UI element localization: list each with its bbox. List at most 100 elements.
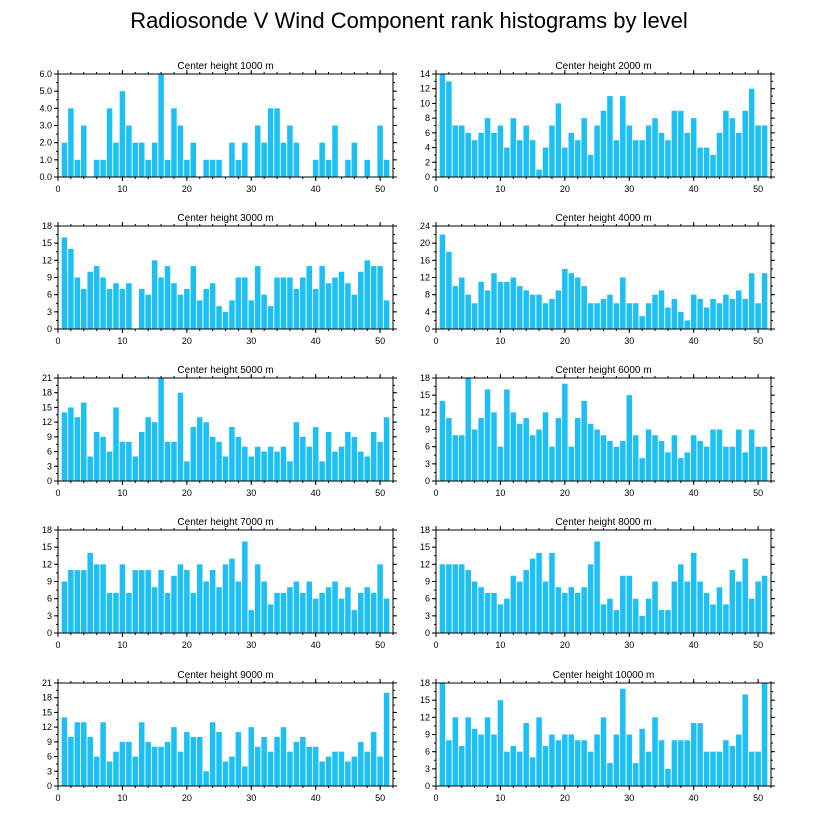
y-tick-label: 0 [47,781,52,791]
bar [274,108,280,177]
bar [504,598,510,633]
bar [351,756,358,786]
y-tick-label: 8 [425,113,430,123]
x-tick-label: 50 [753,640,763,650]
bar [345,761,351,786]
x-tick-label: 50 [375,336,385,346]
x-tick-label: 30 [246,488,256,498]
bar [184,288,190,329]
x-tick-label: 10 [495,184,505,194]
bar [216,587,222,633]
bar [446,81,452,177]
bar [87,736,93,786]
bar [607,96,613,177]
bar [452,564,459,633]
bar [306,746,313,786]
bar [690,435,697,481]
bar [684,581,691,633]
bar [300,592,306,633]
x-tick-label: 10 [117,640,127,650]
y-tick-label: 9 [47,432,52,442]
bar [742,694,748,786]
x-tick-label: 20 [560,793,570,803]
x-tick-label: 40 [689,640,699,650]
bar [254,125,261,177]
bar [613,303,620,329]
bar [93,564,100,633]
bar [261,294,267,329]
y-tick-label: 15 [420,390,430,400]
x-tick-label: 0 [433,640,438,650]
x-tick-label: 10 [117,793,127,803]
bar [358,741,364,786]
bar [132,456,139,481]
x-tick-label: 40 [311,336,321,346]
bar [510,412,517,481]
bar [446,740,452,786]
bar [119,91,126,177]
bar [671,298,678,329]
bar [471,303,478,329]
y-tick-label: 6.0 [39,69,52,79]
bar [158,277,164,329]
bar [196,736,203,786]
bar [119,741,126,786]
bar [678,311,684,329]
x-tick-label: 50 [753,488,763,498]
bar [594,303,600,329]
y-tick-label: 0 [47,476,52,486]
x-tick-label: 20 [182,488,192,498]
bar [87,271,93,329]
bar [684,320,691,329]
bar [332,125,338,177]
bar [523,125,529,177]
panel-10: Center height 10000 m 0 3 6 9 12 15 18 0 10 20 30 40… [420,670,775,803]
bar [209,570,216,633]
bar [562,268,568,329]
bar [345,431,351,481]
bar [613,610,620,633]
bar [465,570,471,633]
bar [665,610,671,633]
bar [465,132,471,177]
bar [581,740,587,786]
bar [632,763,639,786]
bar [106,451,113,481]
bar [177,294,184,329]
bar [632,598,639,633]
bar [736,734,742,786]
bar [742,110,748,177]
bar [452,286,459,329]
bar [242,541,248,633]
bar [261,142,267,177]
bar [607,598,613,633]
y-tick-label: 18 [420,678,430,688]
y-tick-label: 18 [420,525,430,535]
bar [542,581,549,633]
y-tick-label: 14 [420,69,430,79]
bar [645,429,652,481]
bar [645,303,652,329]
bar [716,429,723,481]
bar [516,423,523,481]
bar [710,429,716,481]
bar [523,418,529,481]
bar [267,604,274,633]
y-tick-label: 3 [425,459,430,469]
bar [87,456,93,481]
bar [106,592,113,633]
y-tick-label: 6 [425,594,430,604]
bar [478,418,484,481]
bar [106,761,113,786]
bar [542,412,549,481]
y-tick-label: 15 [42,542,52,552]
bar [280,592,287,633]
y-tick-label: 9 [47,577,52,587]
bar [254,446,261,481]
bar [587,154,594,177]
x-tick-label: 20 [182,184,192,194]
y-tick-label: 3 [47,307,52,317]
bar [164,266,171,329]
y-tick-label: 9 [425,577,430,587]
